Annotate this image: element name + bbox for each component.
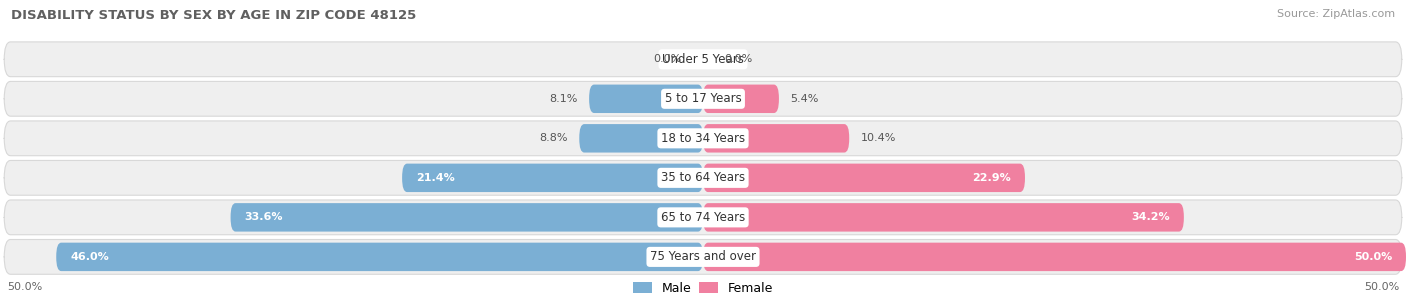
- Text: 35 to 64 Years: 35 to 64 Years: [661, 171, 745, 184]
- Text: DISABILITY STATUS BY SEX BY AGE IN ZIP CODE 48125: DISABILITY STATUS BY SEX BY AGE IN ZIP C…: [11, 9, 416, 22]
- Text: 22.9%: 22.9%: [972, 173, 1011, 183]
- Text: 5.4%: 5.4%: [790, 94, 818, 104]
- Text: 8.1%: 8.1%: [550, 94, 578, 104]
- FancyBboxPatch shape: [4, 240, 1402, 274]
- Text: 21.4%: 21.4%: [416, 173, 456, 183]
- FancyBboxPatch shape: [703, 164, 1025, 192]
- Text: 46.0%: 46.0%: [70, 252, 110, 262]
- Text: 5 to 17 Years: 5 to 17 Years: [665, 92, 741, 105]
- FancyBboxPatch shape: [589, 85, 703, 113]
- Text: 34.2%: 34.2%: [1132, 212, 1170, 222]
- FancyBboxPatch shape: [579, 124, 703, 153]
- FancyBboxPatch shape: [4, 161, 1402, 195]
- Text: 75 Years and over: 75 Years and over: [650, 250, 756, 263]
- Text: 0.0%: 0.0%: [724, 54, 752, 64]
- FancyBboxPatch shape: [4, 121, 1402, 156]
- Text: 50.0%: 50.0%: [1364, 282, 1399, 292]
- Text: Under 5 Years: Under 5 Years: [662, 53, 744, 66]
- FancyBboxPatch shape: [231, 203, 703, 232]
- FancyBboxPatch shape: [56, 243, 703, 271]
- Legend: Male, Female: Male, Female: [633, 282, 773, 295]
- Text: 0.0%: 0.0%: [654, 54, 682, 64]
- FancyBboxPatch shape: [4, 81, 1402, 116]
- FancyBboxPatch shape: [703, 85, 779, 113]
- FancyBboxPatch shape: [4, 200, 1402, 235]
- Text: Source: ZipAtlas.com: Source: ZipAtlas.com: [1277, 9, 1395, 19]
- Text: 50.0%: 50.0%: [1354, 252, 1392, 262]
- FancyBboxPatch shape: [4, 42, 1402, 77]
- Text: 33.6%: 33.6%: [245, 212, 283, 222]
- Text: 8.8%: 8.8%: [540, 133, 568, 143]
- Text: 10.4%: 10.4%: [860, 133, 896, 143]
- Text: 18 to 34 Years: 18 to 34 Years: [661, 132, 745, 145]
- FancyBboxPatch shape: [703, 124, 849, 153]
- Text: 65 to 74 Years: 65 to 74 Years: [661, 211, 745, 224]
- FancyBboxPatch shape: [402, 164, 703, 192]
- FancyBboxPatch shape: [703, 203, 1184, 232]
- FancyBboxPatch shape: [703, 243, 1406, 271]
- Text: 50.0%: 50.0%: [7, 282, 42, 292]
